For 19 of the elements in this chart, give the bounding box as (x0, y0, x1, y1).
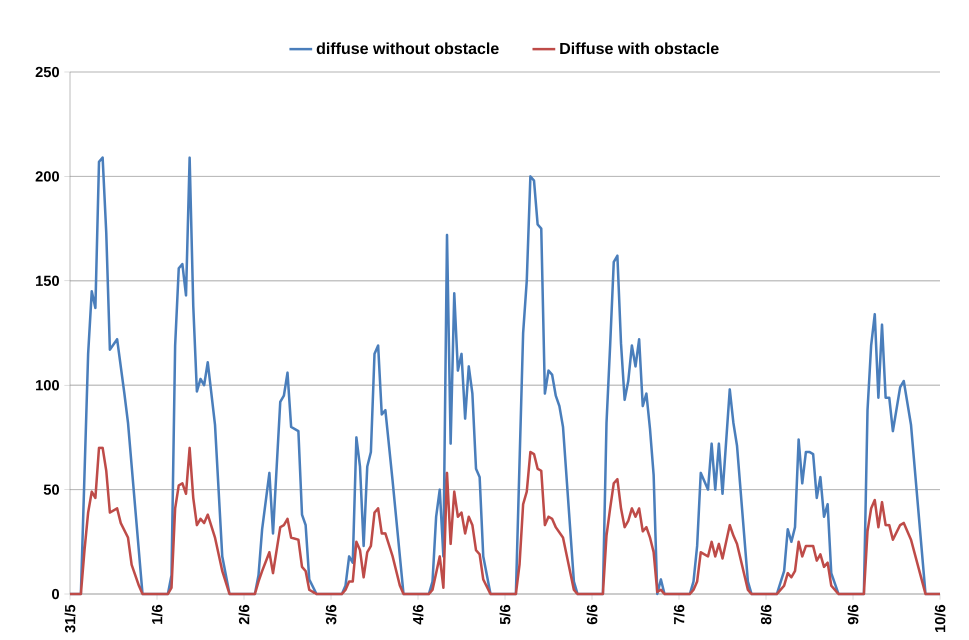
x-tick-label: 1/6 (152, 604, 162, 624)
x-tick-label: 2/6 (238, 604, 250, 624)
y-tick-label: 200 (36, 171, 59, 182)
x-tick-label: 10/6 (934, 604, 946, 632)
y-tick-label: 250 (36, 66, 59, 78)
y-tick-label: 150 (36, 276, 59, 286)
x-tick-label: 9/6 (848, 604, 858, 624)
x-tick-label: 3/6 (326, 604, 336, 624)
y-tick-label: 50 (44, 484, 59, 495)
x-tick-label: 31/5 (64, 604, 76, 633)
x-tick-label: 7/6 (674, 604, 684, 624)
y-tick-label: 100 (36, 380, 59, 390)
x-tick-label: 8/6 (760, 604, 772, 624)
legend-label: diffuse without obstacle (316, 42, 499, 54)
x-tick-label: 4/6 (412, 604, 424, 625)
x-tick-label: 6/6 (586, 604, 598, 624)
legend-label: Diffuse with obstacle (560, 42, 719, 54)
y-tick-label: 0 (52, 588, 59, 600)
x-tick-label: 5/6 (500, 604, 510, 624)
